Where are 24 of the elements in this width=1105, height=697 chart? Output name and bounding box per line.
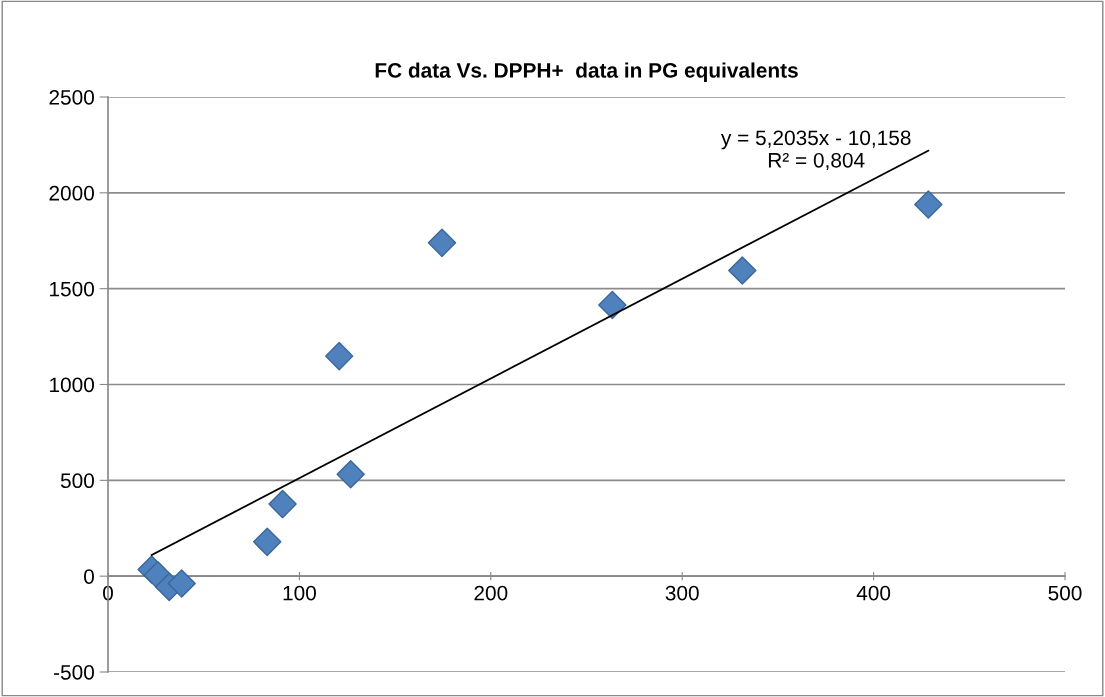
point: [268, 489, 297, 519]
x-tick-label: 500: [1048, 585, 1082, 601]
point: [598, 290, 627, 320]
x-tick-label: 200: [474, 585, 508, 601]
x-tick-label: 400: [856, 585, 891, 601]
point: [167, 569, 196, 598]
y-tick-label: -500: [54, 665, 94, 680]
y-tick-label: 2000: [49, 185, 94, 201]
y-tick-label: 1000: [50, 377, 94, 393]
x-tick-label: 100: [283, 585, 316, 601]
point: [728, 256, 757, 285]
point: [253, 527, 282, 557]
x-tick-label: 300: [665, 585, 699, 601]
y-tick-label: 2500: [49, 90, 94, 105]
point: [336, 459, 365, 489]
y-tick-label: 1500: [50, 281, 94, 297]
annotation: y = 5,2035x - 10,158 R² = 0,804: [720, 130, 911, 171]
point: [324, 341, 354, 371]
chart-title: FC data Vs. DPPH+ data in PG equivalents: [375, 62, 798, 82]
y-tick-label: 0: [84, 569, 94, 584]
point: [427, 228, 457, 258]
point: [914, 190, 943, 219]
y-tick-label: 500: [60, 473, 94, 489]
x-tick-label: 0: [103, 585, 113, 601]
